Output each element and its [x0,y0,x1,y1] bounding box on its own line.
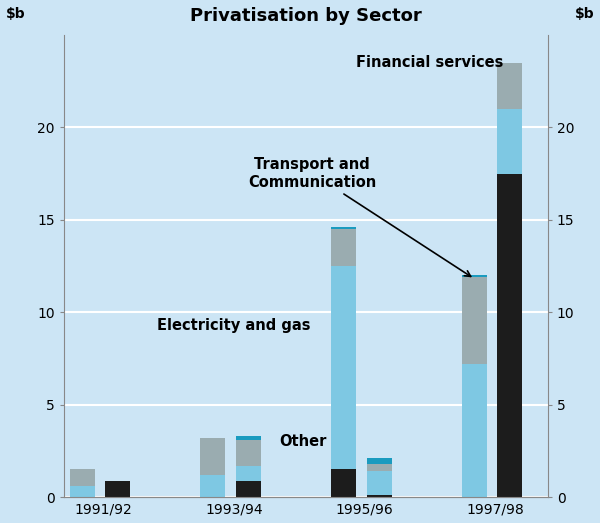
Bar [367,471,392,495]
Text: Electricity and gas: Electricity and gas [157,317,311,333]
Text: Financial services: Financial services [356,55,504,70]
Bar [236,466,260,481]
Bar [70,486,95,497]
Bar [367,458,392,464]
Bar [236,436,260,440]
Bar [497,63,523,109]
Bar [331,266,356,470]
Bar [367,495,392,497]
Bar [200,475,226,497]
Bar [70,470,95,486]
Bar [462,277,487,364]
Bar [462,364,487,497]
Title: Privatisation by Sector: Privatisation by Sector [190,7,422,25]
Bar [497,174,523,497]
Bar [105,482,130,497]
Text: $b: $b [5,7,25,21]
Bar [462,275,487,277]
Bar [236,481,260,497]
Text: Other: Other [279,434,326,449]
Bar [331,227,356,229]
Text: $b: $b [574,7,594,21]
Bar [331,470,356,497]
Bar [331,229,356,266]
Bar [367,464,392,471]
Bar [497,109,523,174]
Text: Transport and
Communication: Transport and Communication [248,157,471,277]
Bar [200,438,226,475]
Bar [236,440,260,466]
